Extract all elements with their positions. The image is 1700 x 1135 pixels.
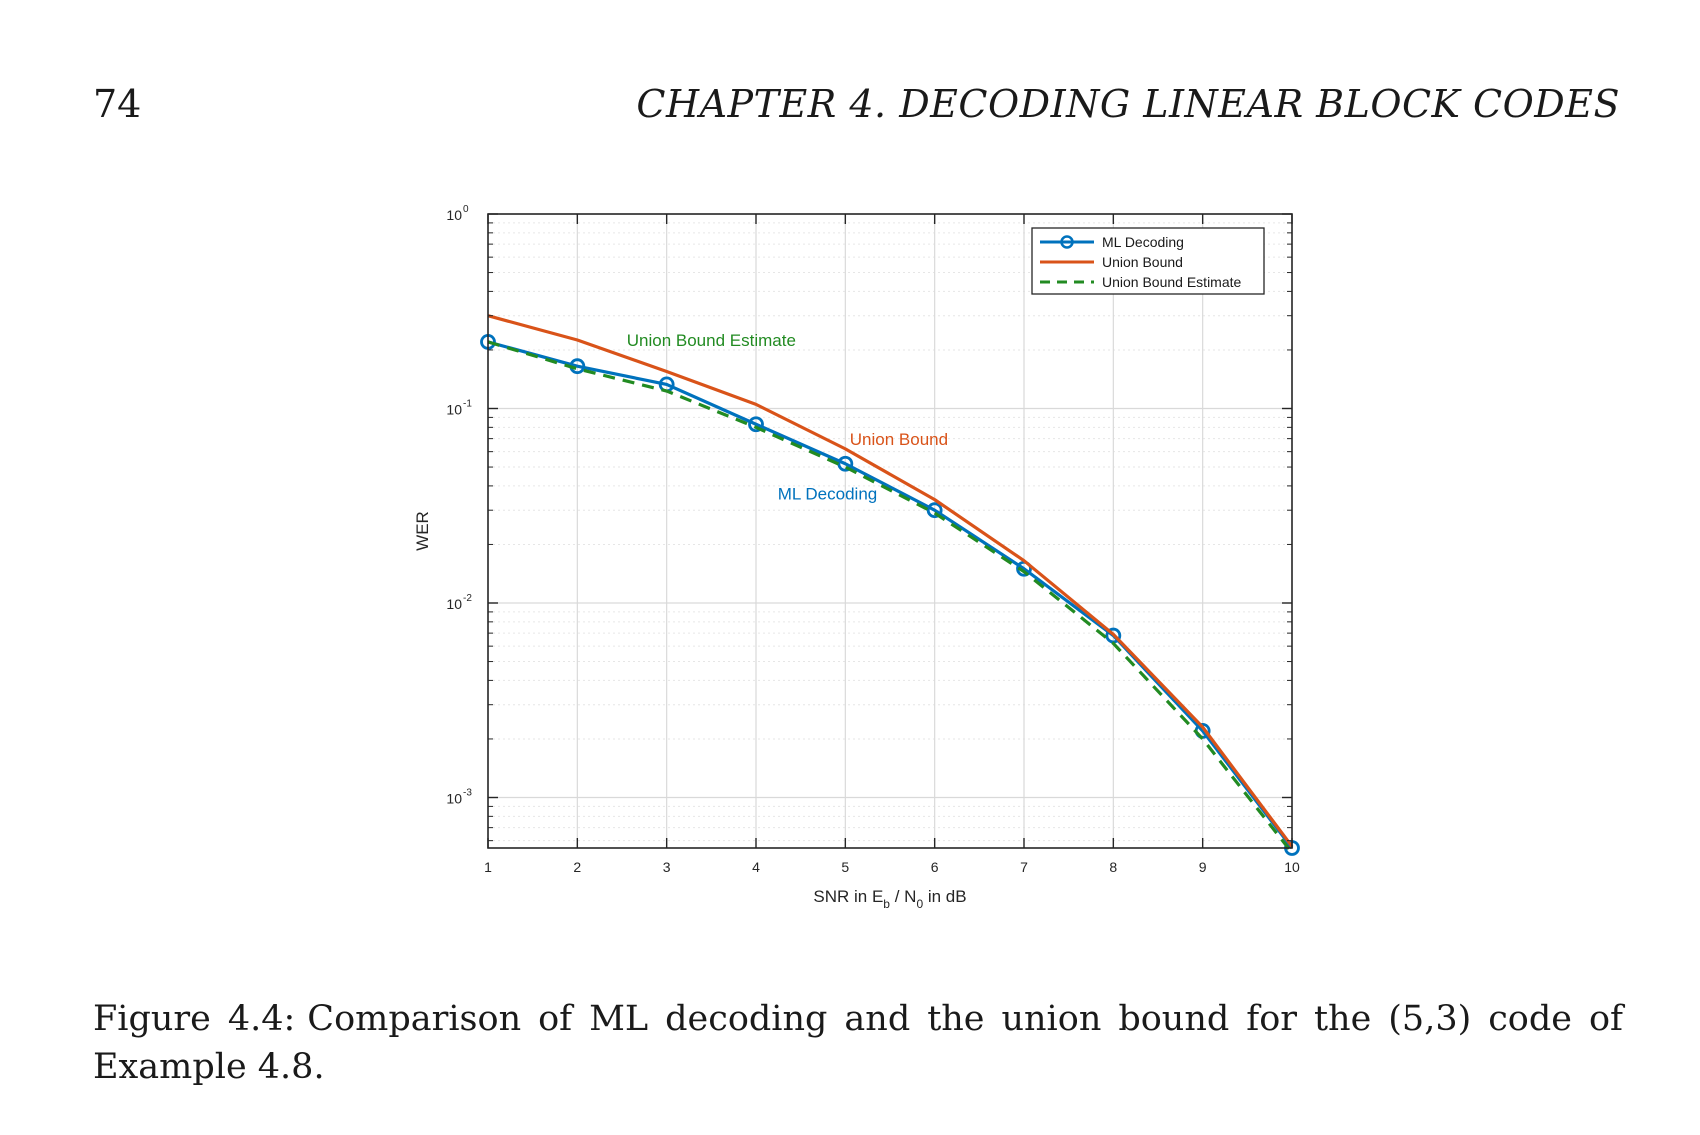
y-tick-exponent: -3 [463, 788, 472, 799]
chart-grid [487, 213, 1293, 848]
y-tick-label: 10 [446, 402, 462, 418]
x-tick-label: 3 [663, 859, 671, 875]
chart-legend: ML Decoding Union Bound Union Bound Estima… [1031, 227, 1265, 295]
annotation-label: ML Decoding [778, 485, 878, 504]
legend-label: ML Decoding [1102, 234, 1184, 250]
legend-label: Union Bound [1102, 254, 1183, 270]
data-point [837, 455, 854, 472]
running-head: CHAPTER 4. DECODING LINEAR BLOCK CODES [636, 82, 1620, 126]
y-tick-label: 10 [446, 596, 462, 612]
annotation-label: Union Bound [850, 430, 948, 449]
x-tick-label: 6 [931, 859, 939, 875]
caption-text: Comparison of ML decoding and the union … [93, 999, 1623, 1087]
x-tick-label: 9 [1199, 859, 1207, 875]
y-tick-label: 10 [446, 207, 462, 223]
y-tick-exponent: 0 [463, 204, 469, 215]
series-line-union-bound-estimate [487, 340, 1294, 854]
x-tick-label: 1 [484, 859, 492, 875]
caption-label: Figure 4.4: [93, 999, 296, 1039]
y-tick-exponent: -2 [463, 593, 472, 604]
y-tick-exponent: -1 [463, 399, 472, 410]
y-axis-label: WER [413, 511, 432, 551]
legend-marker [1060, 235, 1074, 249]
x-axis-label: SNR in Eb / N0 in dB [813, 887, 966, 911]
x-tick-label: 8 [1109, 859, 1117, 875]
series-line-union-bound [487, 314, 1294, 848]
plot-frame [487, 213, 1293, 849]
chart-series [480, 314, 1300, 856]
x-tick-label: 7 [1020, 859, 1028, 875]
x-tick-label: 4 [752, 859, 760, 875]
x-tick-label: 10 [1284, 859, 1300, 875]
page-number: 74 [93, 82, 142, 126]
legend-label: Union Bound Estimate [1102, 274, 1242, 290]
series-line-ml-decoding [487, 340, 1294, 849]
x-tick-label: 5 [841, 859, 849, 875]
chart-annotations: Union Bound Estimate Union Bound ML Decodi… [627, 331, 948, 504]
annotation-label: Union Bound Estimate [627, 331, 796, 350]
data-point [926, 502, 943, 519]
figure-caption: Figure 4.4: Comparison of ML decoding and… [93, 995, 1623, 1091]
y-tick-label: 10 [446, 791, 462, 807]
data-point [748, 416, 764, 433]
x-tick-label: 2 [573, 859, 581, 875]
